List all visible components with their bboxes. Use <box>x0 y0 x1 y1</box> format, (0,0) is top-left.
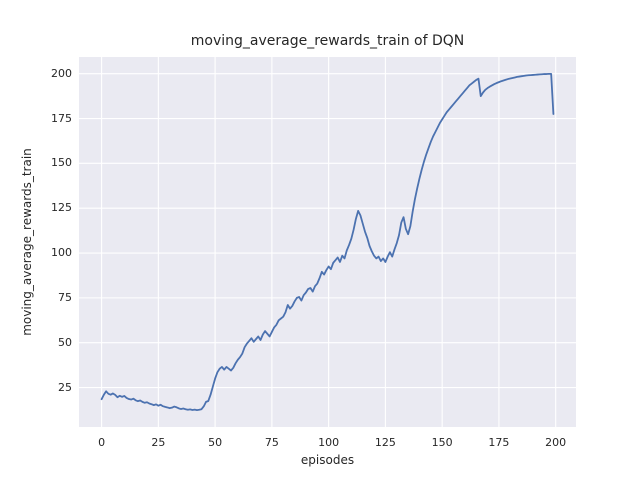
x-tick-label: 100 <box>318 436 340 449</box>
x-tick-label: 175 <box>488 436 510 449</box>
axes-background <box>79 57 576 427</box>
y-tick-label: 25 <box>58 380 72 394</box>
series-line <box>100 72 555 412</box>
y-tick-label: 50 <box>58 335 72 349</box>
y-tick-label: 150 <box>51 156 72 170</box>
x-tick-label: 50 <box>208 436 223 449</box>
y-axis-label: moving_average_rewards_train <box>20 148 34 336</box>
y-tick-label: 175 <box>51 111 72 125</box>
x-axis-label: episodes <box>300 453 355 467</box>
x-tick-label: 200 <box>545 436 567 449</box>
x-tick-label: 0 <box>98 436 106 449</box>
y-tick-label: 75 <box>58 290 72 304</box>
x-tick-label: 25 <box>151 436 166 449</box>
y-tick-label: 200 <box>51 66 72 80</box>
plot-title: moving_average_rewards_train of DQN <box>190 33 465 49</box>
x-tick-label: 150 <box>431 436 453 449</box>
x-tick-label: 125 <box>374 436 396 449</box>
y-tick-label: 125 <box>51 201 72 215</box>
y-tick-label: 100 <box>51 246 72 260</box>
plot-area <box>79 57 576 427</box>
x-tick-label: 75 <box>264 436 279 449</box>
